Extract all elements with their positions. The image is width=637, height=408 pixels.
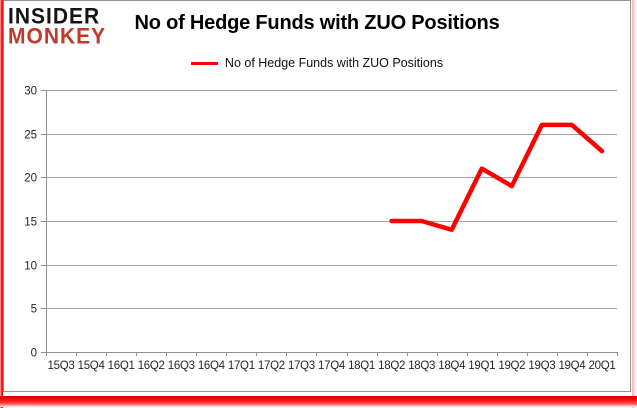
x-axis-label: 15Q4 <box>78 360 106 372</box>
y-axis-label: 0 <box>31 348 37 360</box>
x-axis-label: 18Q1 <box>348 360 375 372</box>
line-chart: 0 5 10 15 20 25 30 15Q3 15Q4 16Q1 16Q2 16Q3 16Q4 17Q1… <box>24 86 618 372</box>
y-axis-label: 20 <box>24 173 37 185</box>
page-border-bottom <box>0 396 637 407</box>
x-axis-label: 18Q2 <box>378 360 405 372</box>
legend-line-swatch <box>190 61 218 65</box>
page-border-left <box>0 0 3 408</box>
series-line <box>389 122 605 232</box>
y-axis-label: 10 <box>24 261 37 273</box>
x-axis-label: 17Q3 <box>288 360 315 372</box>
x-axis-label: 19Q4 <box>558 360 586 372</box>
x-axis-label: 16Q1 <box>108 360 135 372</box>
logo-line-insider: INSIDER <box>8 4 101 29</box>
chart-frame: INSIDER MONKEY No of Hedge Funds with ZU… <box>3 0 631 392</box>
page-border-right <box>632 0 635 408</box>
y-axis-label: 15 <box>24 217 37 229</box>
x-axis-label: 17Q2 <box>258 360 285 372</box>
x-axis-label: 16Q2 <box>138 360 165 372</box>
x-axis-label: 16Q3 <box>168 360 195 372</box>
y-axis-label: 25 <box>24 130 37 142</box>
legend-label: No of Hedge Funds with ZUO Positions <box>224 56 444 70</box>
x-axis-label: 19Q3 <box>528 360 555 372</box>
x-axis-label: 17Q1 <box>228 360 255 372</box>
x-axis-label: 19Q2 <box>498 360 525 372</box>
logo-line-monkey: MONKEY <box>8 24 107 49</box>
x-axis-label: 19Q1 <box>468 360 495 372</box>
y-axis-label: 30 <box>24 86 37 98</box>
x-axis-label: 15Q3 <box>48 360 75 372</box>
x-axis-label: 16Q4 <box>198 360 226 372</box>
chart-legend: No of Hedge Funds with ZUO Positions <box>4 56 630 70</box>
x-axis-label: 17Q4 <box>318 360 346 372</box>
x-axis-label: 18Q3 <box>408 360 435 372</box>
insider-monkey-logo: INSIDER MONKEY <box>8 4 107 49</box>
page-title: No of Hedge Funds with ZUO Positions <box>134 12 500 34</box>
x-axis-label: 20Q1 <box>589 360 616 372</box>
x-axis-label: 18Q4 <box>438 360 466 372</box>
y-axis-label: 5 <box>31 304 37 316</box>
